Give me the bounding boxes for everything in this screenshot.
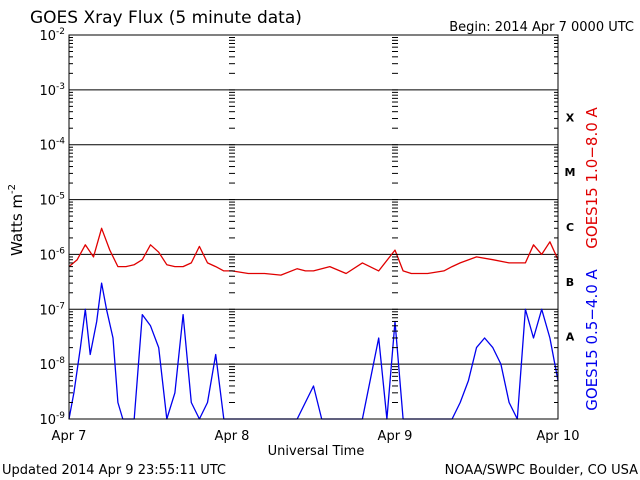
x-tick-label: Apr 8 [215,429,250,444]
y-tick-mantissa: 10 [39,84,56,99]
flare-class-label: A [566,331,575,344]
y-tick-mantissa: 10 [39,248,56,263]
y-tick-label: 10-2 [39,27,65,44]
updated-timestamp: Updated 2014 Apr 9 23:55:11 UTC [2,463,226,478]
x-tick-label: Apr 9 [378,429,413,444]
data-credit: NOAA/SWPC Boulder, CO USA [445,463,638,478]
x-tick-label: Apr 10 [536,429,579,444]
grid-lines [69,89,558,365]
y-tick-mantissa: 10 [39,303,56,318]
y-tick-mantissa: 10 [39,358,56,373]
y-tick-mantissa: 10 [39,139,56,154]
y-tick-mantissa: 10 [39,413,56,428]
y-tick-exponent: -4 [56,137,65,147]
y-tick-exponent: -5 [56,192,65,202]
y-tick-mantissa: 10 [39,29,56,44]
y-axis-label-text: Watts m [8,194,26,256]
y-tick-exponent: -3 [56,82,65,92]
y-tick-exponent: -2 [56,27,65,37]
y-tick-exponent: -9 [56,411,65,421]
y-tick-exponent: -8 [56,356,65,366]
x-axis-label: Universal Time [268,444,365,459]
y-tick-exponent: -6 [56,246,65,256]
y-tick-exponent: -7 [56,301,65,311]
y-tick-mantissa: 10 [39,194,56,209]
begin-label: Begin: 2014 Apr 7 0000 UTC [449,20,634,35]
y-tick-label: 10-7 [39,301,65,318]
flare-class-label: M [565,166,576,179]
series-long-channel [68,227,559,276]
y-tick-label: 10-4 [39,137,65,154]
plot-area [68,34,559,420]
flare-class-label: X [566,111,575,124]
y-tick-label: 10-5 [39,192,65,209]
y-tick-label: 10-6 [39,246,65,263]
series-short-channel [68,282,559,420]
y-axis-label: Watts m-2 [7,184,26,256]
y-axis-label-exponent: -2 [7,184,18,194]
flare-class-label: B [566,276,574,289]
x-tick-label: Apr 7 [52,429,87,444]
legend-long-channel: GOES15 1.0−8.0 A [583,106,601,248]
y-tick-label: 10-9 [39,411,65,428]
flare-class-label: C [566,221,574,234]
chart-title: GOES Xray Flux (5 minute data) [30,8,302,28]
series-lines [68,227,559,420]
y-tick-label: 10-3 [39,82,65,99]
legend-short-channel: GOES15 0.5−4.0 A [583,268,601,410]
y-tick-label: 10-8 [39,356,65,373]
